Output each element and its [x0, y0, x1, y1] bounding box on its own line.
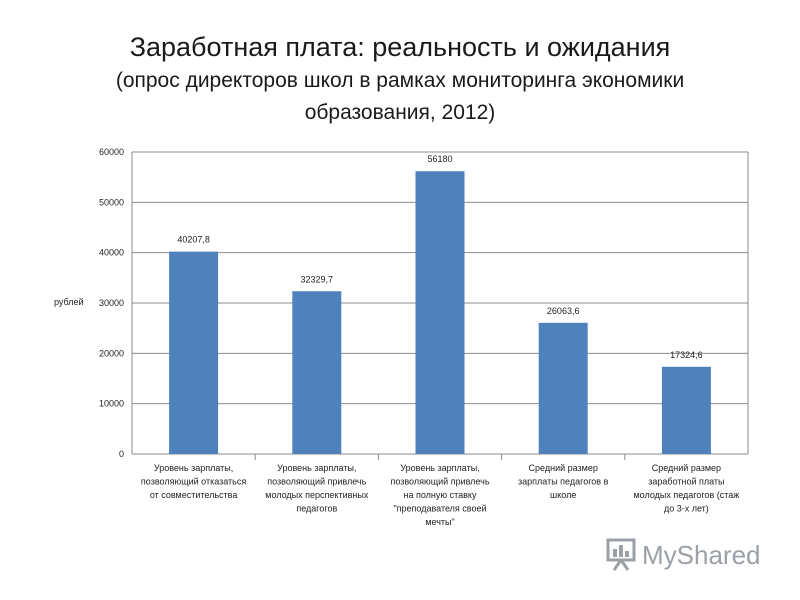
category-label-line: молодых перспективных [265, 490, 369, 500]
y-tick-label: 10000 [99, 399, 124, 409]
category-label-line: Уровень зарплаты, [400, 463, 479, 473]
category-label-line: Уровень зарплаты, [154, 463, 233, 473]
category-label-line: от совместительства [150, 490, 238, 500]
y-tick-label: 50000 [99, 197, 124, 207]
y-tick-label: 30000 [99, 298, 124, 308]
y-tick-label: 0 [119, 449, 124, 459]
y-tick-label: 40000 [99, 248, 124, 258]
category-label-line: до 3-х лет) [664, 504, 709, 514]
data-label: 26063,6 [547, 306, 580, 316]
y-tick-label: 20000 [99, 348, 124, 358]
watermark: MyShared [606, 538, 761, 571]
bar [538, 322, 588, 454]
bar [661, 366, 711, 454]
bar [415, 171, 465, 454]
data-label: 17324,6 [670, 350, 703, 360]
category-label-line: Уровень зарплаты, [277, 463, 356, 473]
category-label-line: молодых педагогов (стаж [633, 490, 739, 500]
bar [292, 291, 342, 454]
category-label: Уровень зарплаты, позволяющий привлечь мол… [265, 463, 369, 514]
category-label: Уровень зарплаты, позволяющий привлечь на … [390, 463, 489, 527]
category-label-line: заработной платы [648, 477, 724, 487]
category-label-line: Средний размер [652, 463, 721, 473]
category-label: Средний размер заработной платы молодых пе… [633, 463, 739, 514]
watermark-text: MyShared [642, 540, 761, 570]
subtitle-line-1: (опрос директоров школ в рамках монитори… [115, 69, 685, 92]
page-title: Заработная плата: реальность и ожидания [129, 32, 671, 62]
category-label-line: педагогов [296, 504, 337, 514]
category-label-line: позволяющий привлечь [390, 477, 489, 487]
category-label: Средний размер зарплаты педагогов в школе [518, 463, 609, 500]
subtitle-line-2: образования, 2012) [304, 101, 496, 124]
category-label-line: школе [550, 490, 576, 500]
y-axis-label: рублей [54, 297, 84, 307]
data-label: 40207,8 [177, 235, 210, 245]
data-label: 32329,7 [301, 274, 334, 284]
y-tick-label: 60000 [99, 147, 124, 157]
category-label-line: зарплаты педагогов в [518, 477, 609, 487]
category-label: Уровень зарплаты, позволяющий отказаться о… [141, 463, 246, 500]
category-label-line: мечты" [425, 517, 454, 527]
category-label-line: "преподавателя своей [393, 504, 486, 514]
bar [169, 251, 219, 454]
category-label-line: позволяющий привлечь [267, 477, 366, 487]
category-label-line: на полную ставку [404, 490, 477, 500]
presentation-board-icon [606, 538, 636, 571]
category-label-line: позволяющий отказаться [141, 477, 246, 487]
title-block: Заработная плата: реальность и ожидания … [0, 30, 800, 128]
category-label-line: Средний размер [529, 463, 598, 473]
data-label: 56180 [427, 154, 452, 164]
